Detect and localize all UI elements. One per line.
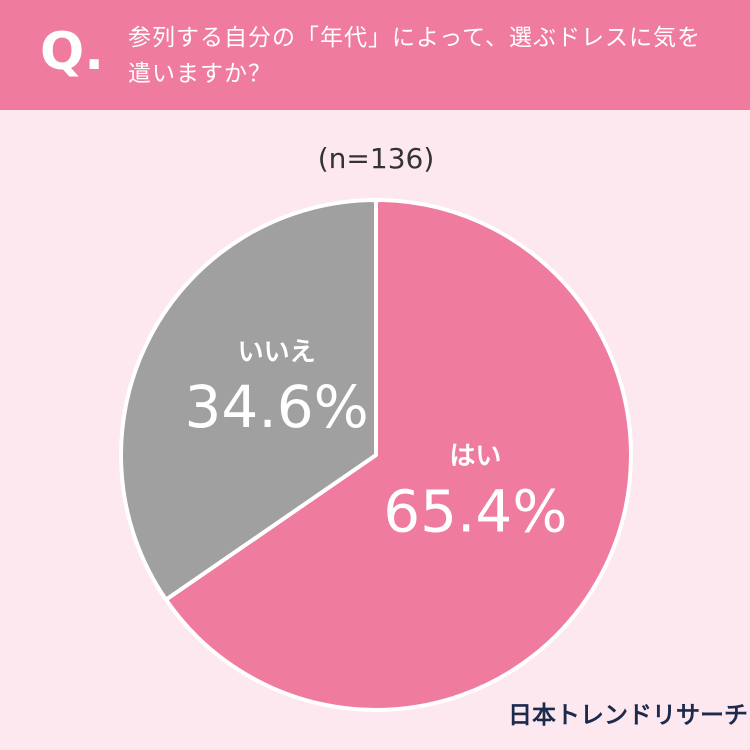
question-label: Q. <box>40 22 104 82</box>
question-text: 参列する自分の「年代」によって、選ぶドレスに気を遣いますか？ <box>128 25 702 87</box>
slice-value-label: 65.4% <box>383 477 567 545</box>
slice-category: はい <box>449 442 501 472</box>
sample-size: (n=136) <box>318 142 435 175</box>
slice-category: いいえ <box>238 337 316 367</box>
pie-slice <box>163 198 633 712</box>
source: 日本トレンドリサーチ <box>508 701 748 729</box>
slice-value-label: 34.6% <box>185 373 369 441</box>
pie-slice <box>119 198 378 602</box>
header: Q. 参列する自分の「年代」によって、選ぶドレスに気を遣いますか？ <box>0 0 750 110</box>
